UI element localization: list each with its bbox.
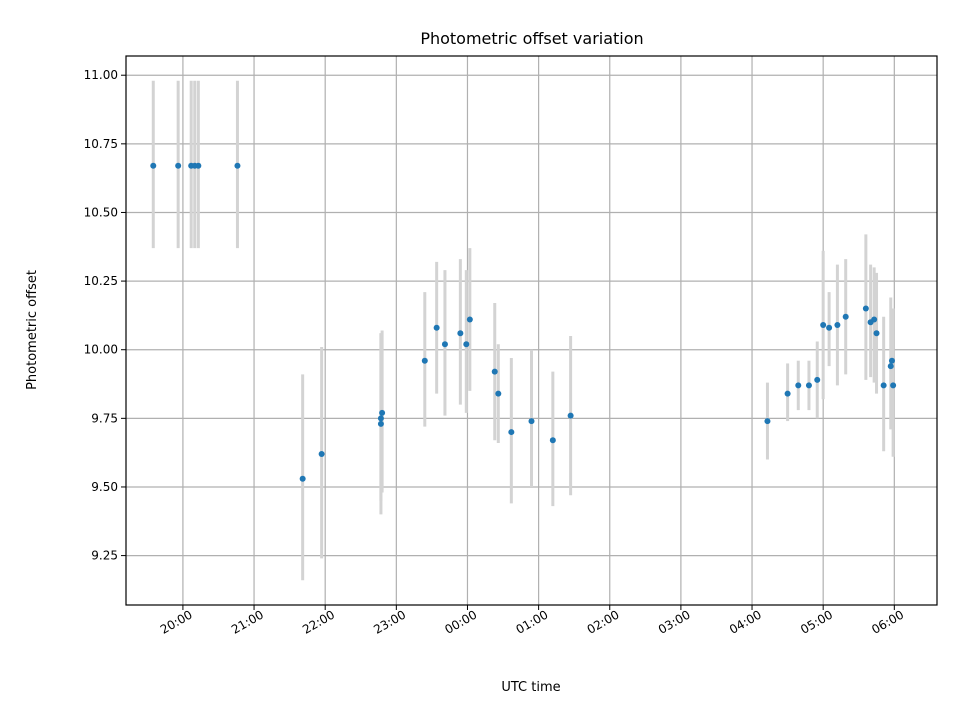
data-point [826,324,833,331]
data-point [150,162,157,169]
data-point [549,437,556,444]
y-tick-label: 11.00 [84,68,118,82]
data-point [299,475,306,482]
data-point [318,451,325,458]
data-point [888,357,895,364]
data-point [421,357,428,364]
y-tick-label: 9.50 [91,480,118,494]
data-point [834,322,841,329]
y-tick-label: 9.75 [91,411,118,425]
data-point [433,324,440,331]
data-point [175,162,182,169]
data-point [862,305,869,312]
y-tick-label: 10.50 [84,205,118,219]
data-point [508,429,515,436]
data-point [887,363,894,370]
data-point [842,313,849,320]
data-point [805,382,812,389]
data-point [871,316,878,323]
data-point [377,420,384,427]
data-point [463,341,470,348]
data-point [567,412,574,419]
y-tick-label: 9.25 [91,549,118,563]
data-point [195,162,202,169]
y-tick-label: 10.00 [84,343,118,357]
data-point [880,382,887,389]
data-point [379,409,386,416]
y-tick-label: 10.75 [84,137,118,151]
chart-title: Photometric offset variation [420,29,643,48]
x-axis-label: UTC time [501,680,560,695]
data-point [491,368,498,375]
data-point [234,162,241,169]
data-point [457,330,464,337]
data-point [890,382,897,389]
data-points [150,162,897,482]
data-point [441,341,448,348]
data-point [784,390,791,397]
data-point [528,418,535,425]
y-tick-label: 10.25 [84,274,118,288]
data-point [466,316,473,323]
data-point [814,376,821,383]
data-point [495,390,502,397]
plot-frame [125,55,938,606]
data-point [873,330,880,337]
data-point [764,418,771,425]
data-point [820,322,827,329]
y-axis-label: Photometric offset [25,270,40,390]
data-point [795,382,802,389]
data-point [377,415,384,422]
